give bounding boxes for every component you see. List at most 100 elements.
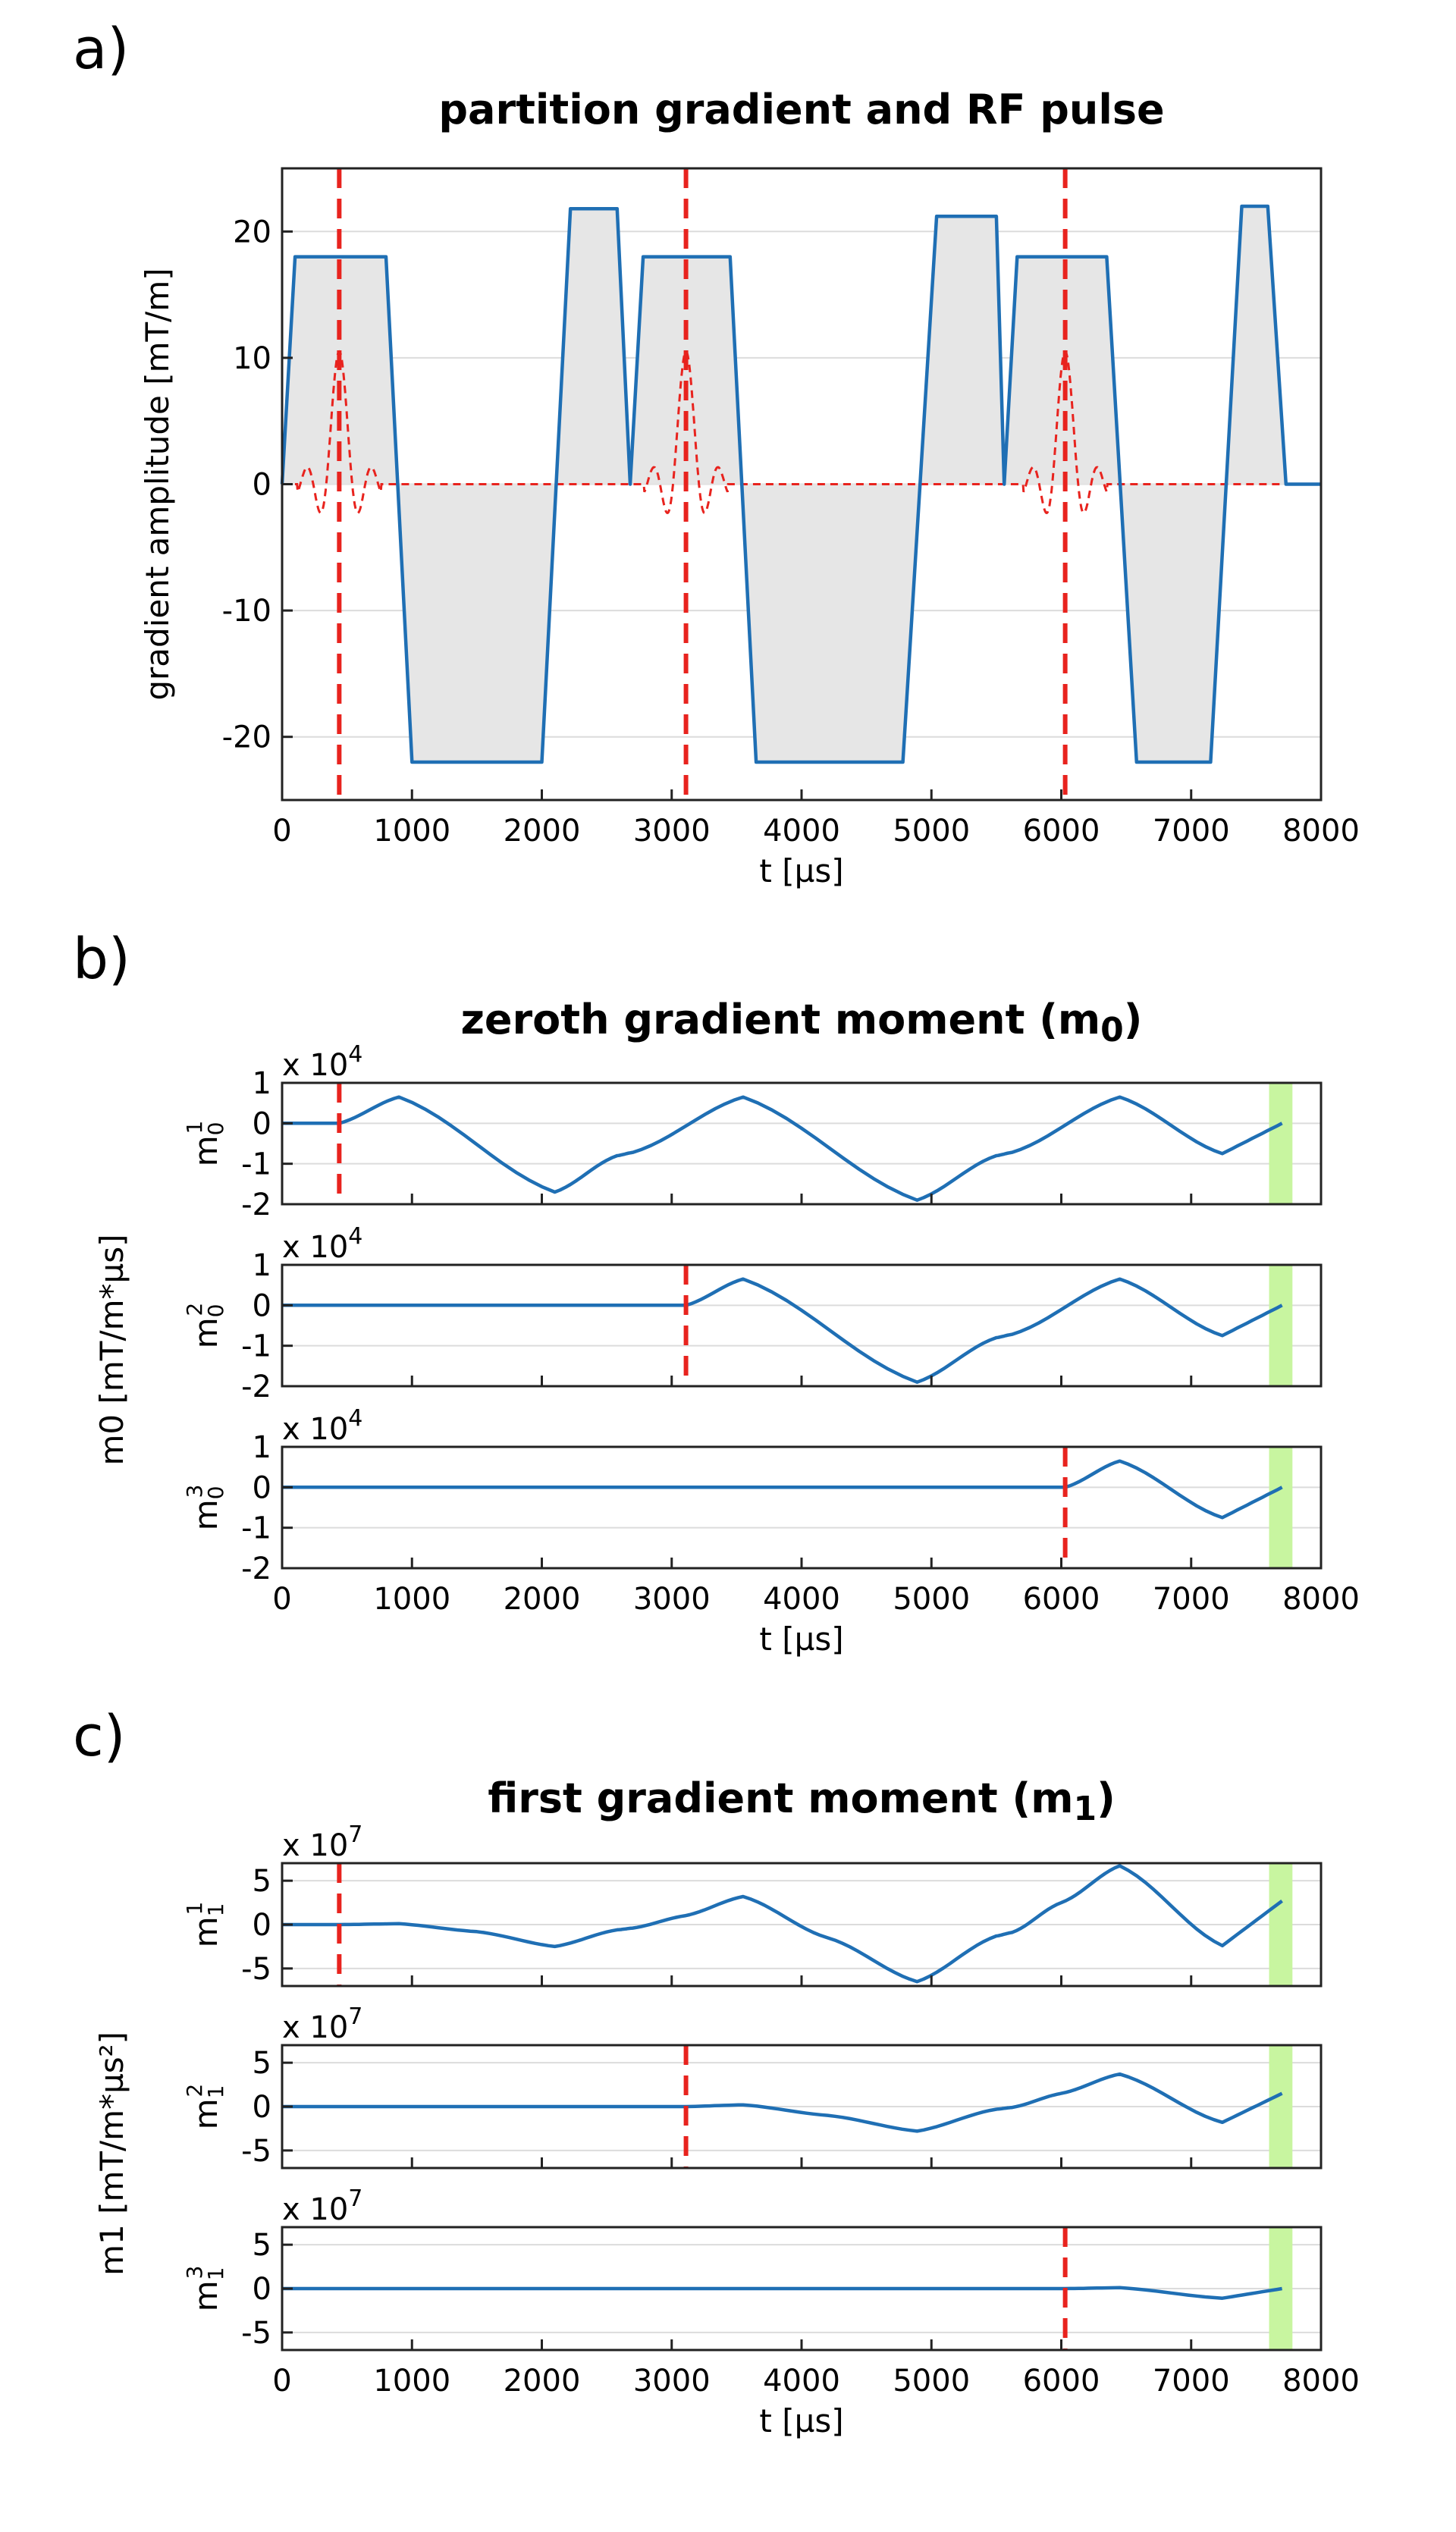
chart-b-sub3-ytick-label: -1 [241, 1511, 271, 1546]
chart-c-sub1-multiplier-exp: 7 [348, 1821, 362, 1848]
chart-a-xlabel: t [µs] [759, 852, 843, 889]
chart-b-sub3-ylabel-base: m [187, 1499, 224, 1530]
chart-c-sub2-ytick-label: -5 [241, 2134, 271, 2169]
chart-b-sub3-multiplier: x 104 [282, 1405, 362, 1447]
chart-a-ytick-label: -10 [222, 594, 271, 629]
chart-b-sub2-ytick-label: 1 [253, 1248, 271, 1283]
chart-c-sub3-ytick-label: 5 [253, 2228, 271, 2263]
chart-b-sub2-ylabel: m02 [182, 1303, 228, 1349]
chart-a-ytick-label: 0 [253, 468, 271, 503]
chart-a-ytick-label: 10 [233, 341, 271, 376]
chart-b-sub2-moment-line [282, 1277, 1283, 1384]
chart-b-sub1-multiplier-base: x 10 [282, 1048, 348, 1083]
chart-c-sub2-multiplier: x 107 [282, 2003, 362, 2045]
chart-c-sub3-ylabel-sub: 1 [203, 2267, 228, 2281]
chart-a-gradient-line [280, 204, 1321, 764]
chart-c-sub3-xtick-label: 3000 [633, 2364, 711, 2399]
chart-c-sub3-xtick-label: 6000 [1023, 2364, 1100, 2399]
chart-b-sub2-multiplier-base: x 10 [282, 1230, 348, 1265]
chart-b-sub2-frame [281, 1263, 1323, 1388]
chart-b-sub3-xtick-label: 8000 [1282, 1582, 1360, 1617]
chart-b-sub3-ytick-label: 1 [253, 1430, 271, 1465]
chart-c-sub3-xtick-label: 4000 [763, 2364, 840, 2399]
chart-c-sub3-moment-line [282, 2286, 1282, 2300]
chart-c-sub3-ytick-label: -5 [241, 2316, 271, 2351]
chart-c-sub3-xtick-label: 5000 [893, 2364, 970, 2399]
chart-c-sub1-multiplier: x 107 [282, 1821, 362, 1863]
chart-b-sub2-ylabel-base: m [187, 1317, 224, 1348]
chart-b-sub3-multiplier-base: x 10 [282, 1412, 348, 1447]
chart-c-title-sub: 1 [1073, 1790, 1097, 1828]
chart-b-sub3-highlight [1269, 1447, 1293, 1568]
chart-b-sub2-ytick-label: 0 [253, 1288, 271, 1323]
chart-a-xtick-label: 2000 [504, 814, 581, 849]
chart-b-sub1-ylabel-base: m [187, 1135, 224, 1166]
chart-b-shared-ylabel: m0 [mT/m*µs] [93, 1235, 130, 1466]
chart-c-sub2-moment-line [282, 2072, 1283, 2133]
chart-a-ytick-label: -20 [222, 720, 271, 755]
chart-a-ytick-label: 20 [233, 215, 271, 249]
chart-c-sub2-multiplier-base: x 10 [282, 2010, 348, 2045]
chart-c-sub1-ylabel-base: m [187, 1916, 224, 1947]
chart-c-sub3-ylabel-sup: 3 [182, 2266, 207, 2279]
chart-b-title-close: ) [1124, 996, 1143, 1043]
chart-b-sub2-ylabel-sup: 2 [182, 1303, 207, 1316]
chart-c-sub3-ytick-label: 0 [253, 2272, 271, 2307]
chart-b-sub2-ytick-label: -2 [241, 1370, 271, 1404]
chart-c-sub3-xtick-label: 8000 [1282, 2364, 1360, 2399]
chart-b-sub1-ytick-label: -2 [241, 1188, 271, 1222]
chart-b-sub2-multiplier-exp: 4 [348, 1223, 362, 1250]
chart-c-title-close: ) [1097, 1774, 1116, 1822]
chart-c-sub3-multiplier-exp: 7 [348, 2185, 362, 2212]
chart-b-sub1-multiplier: x 104 [282, 1041, 362, 1083]
panel-label-b: b) [73, 927, 130, 992]
chart-b-sub2-highlight [1269, 1265, 1293, 1386]
chart-a-xtick-label: 8000 [1282, 814, 1360, 849]
chart-c-sub3-multiplier-base: x 10 [282, 2192, 348, 2227]
chart-b-sub3-xtick-label: 7000 [1153, 1582, 1230, 1617]
chart-b-sub3-moment-line [282, 1459, 1283, 1520]
chart-c-sub1-ytick-label: -5 [241, 1952, 271, 1987]
chart-a-xtick-label: 7000 [1153, 814, 1230, 849]
chart-c-sub1-ylabel: m11 [182, 1902, 228, 1948]
chart-c-sub3-xlabel: t [µs] [759, 2402, 843, 2439]
chart-b-sub3-xtick-label: 6000 [1023, 1582, 1100, 1617]
chart-c-title: first gradient moment (m1) [488, 1774, 1116, 1828]
chart-c-sub1-highlight [1269, 1863, 1293, 1986]
chart-b-sub1-frame [281, 1081, 1323, 1206]
chart-b-sub3-xlabel: t [µs] [759, 1621, 843, 1658]
chart-c-sub1-moment-line [282, 1864, 1283, 1984]
chart-b-sub1-ytick-label: -1 [241, 1147, 271, 1182]
chart-a-xtick-label: 0 [272, 814, 291, 849]
panel-label-a: a) [73, 17, 129, 82]
chart-a-xtick-label: 6000 [1023, 814, 1100, 849]
chart-b-sub3-ytick-label: 0 [253, 1470, 271, 1505]
chart-c-sub3-xtick-label: 2000 [504, 2364, 581, 2399]
chart-b-sub1-ytick-label: 1 [253, 1066, 271, 1101]
chart-c-sub2-ylabel-base: m [187, 2098, 224, 2129]
chart-c-sub1-multiplier-base: x 10 [282, 1828, 348, 1863]
chart-b-sub3-xtick-label: 2000 [504, 1582, 581, 1617]
chart-c-sub3-multiplier: x 107 [282, 2185, 362, 2227]
chart-b-sub3-xtick-label: 1000 [373, 1582, 450, 1617]
chart-b-sub1-highlight [1269, 1083, 1293, 1204]
chart-c-sub1-ytick-label: 0 [253, 1908, 271, 1943]
chart-c-sub2-highlight [1269, 2045, 1293, 2168]
chart-b-sub3-xtick-label: 4000 [763, 1582, 840, 1617]
chart-c-sub3-xtick-label: 7000 [1153, 2364, 1230, 2399]
chart-b-sub3-xtick-label: 0 [272, 1582, 291, 1617]
chart-c-sub2-multiplier-exp: 7 [348, 2003, 362, 2030]
chart-b-sub1-ylabel: m01 [182, 1121, 228, 1167]
chart-b-title: zeroth gradient moment (m0) [461, 996, 1143, 1050]
chart-b-sub1-multiplier-exp: 4 [348, 1041, 362, 1068]
chart-c-sub2-ytick-label: 0 [253, 2090, 271, 2125]
chart-b-sub2-multiplier: x 104 [282, 1223, 362, 1265]
chart-b-sub3-multiplier-exp: 4 [348, 1405, 362, 1432]
chart-b-sub1-ylabel-sub: 0 [203, 1122, 228, 1136]
panel-label-c: c) [73, 1704, 126, 1769]
chart-b-sub3-ylabel: m03 [182, 1485, 228, 1531]
chart-a-title: partition gradient and RF pulse [438, 86, 1164, 133]
chart-b-sub1-ylabel-sup: 1 [182, 1121, 207, 1134]
chart-c-sub3-xtick-label: 0 [272, 2364, 291, 2399]
